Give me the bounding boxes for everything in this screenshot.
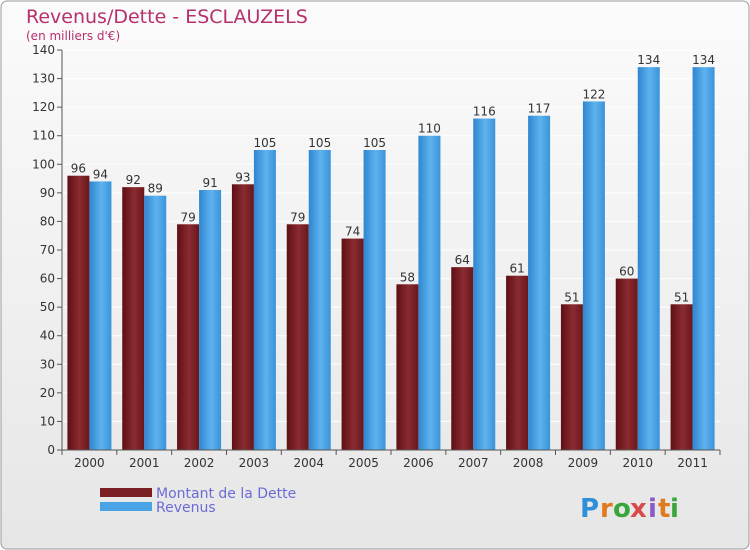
x-tick-label: 2011 [677,456,708,470]
logo-letter: o [613,494,631,524]
data-label-revenus: 116 [473,105,496,119]
data-label-revenus: 91 [202,176,217,190]
data-label-revenus: 94 [93,167,108,181]
y-tick-label: 110 [32,129,55,143]
data-label-dette: 79 [290,210,305,224]
bar-dette [615,278,638,450]
axis-layer: 0 10 20 30 40 50 60 70 80 90 100 110 120 130 140 2000 20… [32,43,721,470]
data-label-dette: 64 [455,253,470,267]
chart-title: Revenus/Dette - ESCLAUZELS [26,6,308,28]
x-tick-label: 2008 [513,456,544,470]
x-tick-label: 2000 [74,456,105,470]
y-tick-label: 130 [32,72,55,86]
logo-letter: i [670,494,679,524]
data-label-dette: 93 [235,170,250,184]
bar-dette [286,224,309,450]
y-tick-label: 0 [47,443,55,457]
bar-dette [560,304,583,450]
y-tick-label: 70 [40,243,55,257]
data-label-dette: 58 [400,270,415,284]
y-tick-label: 60 [40,272,55,286]
bar-revenus [418,135,441,450]
legend-swatch-revenus [100,502,152,511]
y-tick-label: 50 [40,300,55,314]
bar-revenus [528,115,551,450]
data-label-dette: 96 [71,162,86,176]
bar-dette [670,304,693,450]
bar-dette [122,187,145,450]
bar-dette [177,224,200,450]
bar-revenus [637,67,660,451]
data-label-dette: 60 [619,265,634,279]
bar-revenus [144,195,167,450]
bar-layer [67,67,715,451]
logo-letter: P [580,494,599,524]
data-label-revenus: 89 [148,182,163,196]
x-tick-label: 2007 [458,456,489,470]
bar-revenus [692,67,715,451]
data-label-dette: 92 [126,173,141,187]
legend-swatch-dette [100,488,152,497]
x-tick-label: 2010 [622,456,653,470]
bar-revenus [308,150,331,450]
grid-layer [62,49,720,451]
label-layer: 96 94 92 89 79 91 93 105 79 105 74 105 58 110 64 116 61 1… [71,53,715,304]
y-tick-label: 30 [40,357,55,371]
y-tick-label: 20 [40,386,55,400]
y-tick-label: 100 [32,157,55,171]
x-tick-label: 2001 [129,456,160,470]
bar-revenus [253,150,276,450]
data-label-dette: 74 [345,225,360,239]
bar-revenus [89,181,112,450]
x-tick-label: 2003 [239,456,270,470]
data-label-revenus: 117 [528,102,551,116]
bar-revenus [582,101,605,450]
bar-revenus [473,118,496,451]
bar-dette [341,238,364,450]
legend-label-dette: Montant de la Dette [156,486,296,502]
bar-revenus [199,190,222,450]
data-label-revenus: 122 [582,87,605,101]
x-tick-label: 2009 [568,456,599,470]
logo-letter: r [600,494,613,524]
logo-letter: i [648,494,657,524]
bar-dette [67,175,90,450]
bar-revenus [363,150,386,450]
logo-letter: t [658,494,670,524]
data-label-revenus: 105 [363,136,386,150]
data-label-revenus: 134 [637,53,660,67]
bar-dette [396,284,419,450]
data-label-dette: 79 [180,210,195,224]
chart-subtitle: (en milliers d'€) [26,29,120,43]
y-tick-label: 120 [32,100,55,114]
bar-dette [506,275,529,450]
x-tick-label: 2006 [403,456,434,470]
data-label-dette: 51 [564,290,579,304]
data-label-revenus: 134 [692,53,715,67]
logo-letter: x [630,494,647,524]
data-label-dette: 51 [674,290,689,304]
legend-label-revenus: Revenus [156,500,216,516]
y-tick-label: 80 [40,214,55,228]
data-label-revenus: 105 [253,136,276,150]
data-label-revenus: 110 [418,122,441,136]
x-tick-label: 2005 [348,456,379,470]
bar-dette [231,184,254,451]
x-tick-label: 2004 [293,456,324,470]
x-tick-label: 2002 [184,456,215,470]
data-label-revenus: 105 [308,136,331,150]
data-label-dette: 61 [509,262,524,276]
y-tick-label: 40 [40,329,55,343]
y-tick-label: 140 [32,43,55,57]
y-tick-label: 90 [40,186,55,200]
y-tick-label: 10 [40,414,55,428]
bar-dette [451,267,474,450]
